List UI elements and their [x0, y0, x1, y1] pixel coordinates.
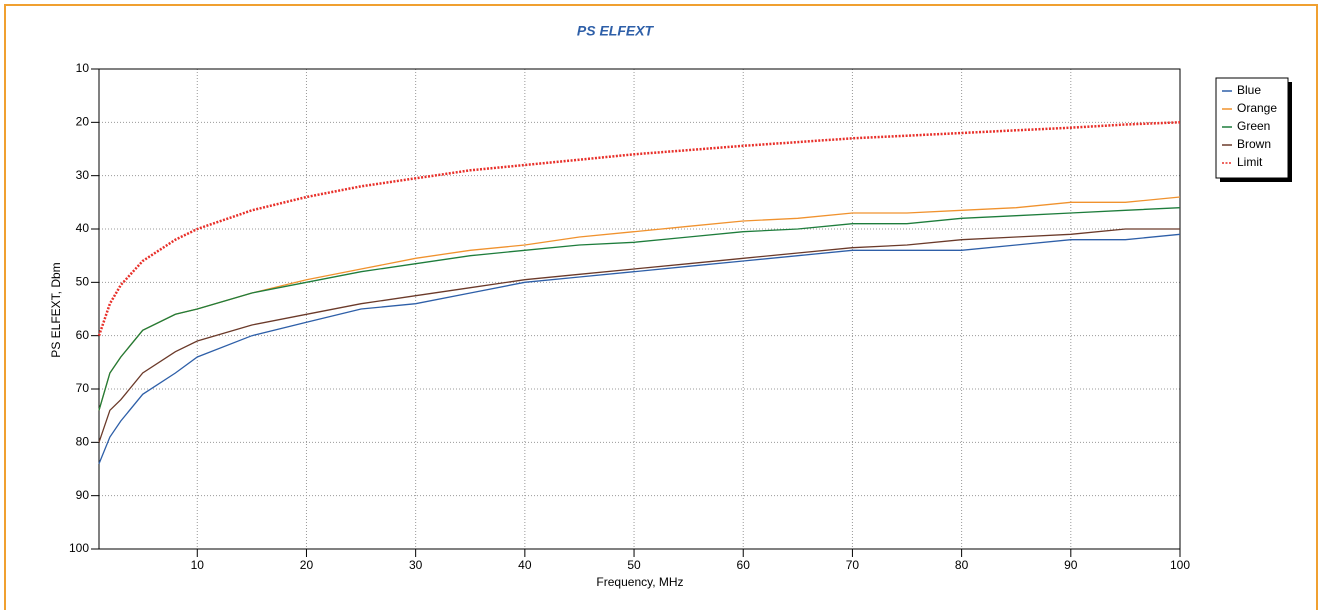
y-tick-label: 90 [76, 488, 90, 502]
plot-border [98, 68, 1181, 550]
series-line [98, 228, 1180, 443]
chart-title: PS ELFEXT [577, 23, 655, 39]
x-tick-label: 40 [518, 558, 532, 572]
legend-label: Orange [1237, 101, 1277, 115]
y-tick-label: 40 [76, 221, 90, 235]
x-tick-label: 60 [737, 558, 751, 572]
y-tick-label: 30 [76, 168, 90, 182]
y-tick-label: 60 [76, 328, 90, 342]
legend-label: Blue [1237, 83, 1261, 97]
legend-label: Green [1237, 119, 1270, 133]
legend-label: Limit [1237, 155, 1263, 169]
y-tick-label: 50 [76, 275, 90, 289]
y-tick-label: 20 [76, 115, 90, 129]
x-tick-label: 100 [1170, 558, 1190, 572]
x-tick-label: 90 [1064, 558, 1078, 572]
y-tick-label: 70 [76, 381, 90, 395]
series-line [97, 121, 1181, 337]
x-tick-label: 50 [627, 558, 641, 572]
y-tick-label: 80 [76, 435, 90, 449]
x-tick-label: 80 [955, 558, 969, 572]
legend [1215, 77, 1289, 179]
x-tick-label: 70 [846, 558, 860, 572]
series-line [98, 207, 1181, 411]
y-tick-label: 10 [76, 61, 90, 75]
x-tick-label: 10 [191, 558, 205, 572]
frame [4, 4, 1318, 610]
x-tick-label: 30 [409, 558, 423, 572]
legend-label: Brown [1237, 137, 1271, 151]
x-tick-label: 20 [300, 558, 314, 572]
x-axis-label: Frequency, MHz [596, 575, 683, 589]
y-tick-label: 100 [69, 541, 89, 555]
y-axis-label: PS ELFEXT, Dbm [49, 262, 63, 357]
series-line [98, 233, 1181, 464]
